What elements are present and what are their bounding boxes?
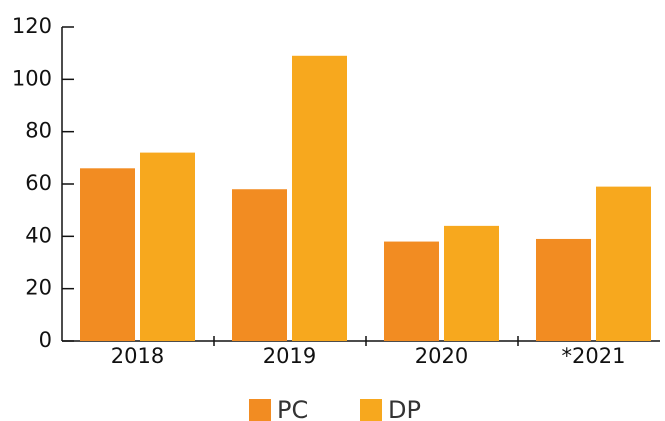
bar bbox=[80, 168, 135, 341]
bar bbox=[140, 152, 195, 341]
bar bbox=[232, 189, 287, 341]
legend-label: PC bbox=[277, 396, 308, 421]
x-tick-label: 2020 bbox=[415, 344, 468, 368]
y-tick-label: 60 bbox=[25, 171, 52, 195]
y-tick-label: 40 bbox=[25, 223, 52, 247]
bar bbox=[444, 225, 499, 341]
x-tick-label: *2021 bbox=[562, 344, 626, 368]
bar bbox=[596, 186, 651, 341]
y-tick-label: 80 bbox=[25, 119, 52, 143]
y-tick-label: 120 bbox=[12, 14, 52, 38]
y-tick-label: 20 bbox=[25, 276, 52, 300]
y-tick-label: 0 bbox=[39, 328, 52, 352]
x-tick-label: 2019 bbox=[263, 344, 316, 368]
x-tick-label: 2018 bbox=[111, 344, 164, 368]
bar bbox=[292, 55, 347, 342]
y-tick-label: 100 bbox=[12, 66, 52, 90]
legend-label: DP bbox=[388, 396, 421, 421]
legend-swatch bbox=[249, 399, 271, 421]
bar bbox=[536, 238, 591, 341]
legend-swatch bbox=[360, 399, 382, 421]
bar bbox=[384, 241, 439, 341]
